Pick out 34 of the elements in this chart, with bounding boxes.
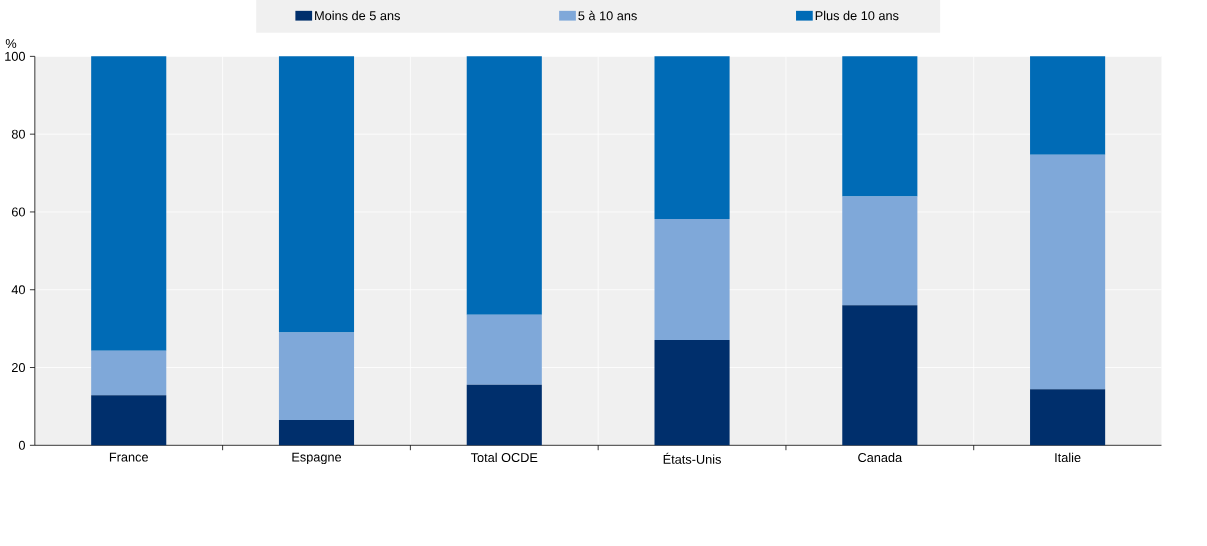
bar <box>466 56 542 315</box>
legend-label: Moins de 5 ans <box>315 10 400 20</box>
bar <box>1030 389 1106 446</box>
x-tick-label: Espagne <box>292 452 342 464</box>
bar <box>278 56 355 333</box>
y-tick-label: 100 <box>5 51 25 61</box>
legend-label: 5 à 10 ans <box>578 10 637 21</box>
legend-label: Plus de 10 ans <box>815 10 899 20</box>
y-tick-label: 80 <box>11 129 25 139</box>
bar <box>654 339 730 446</box>
bar <box>91 394 167 446</box>
y-tick-label: 20 <box>11 362 25 372</box>
bar <box>842 56 918 197</box>
x-tick-label: Total OCDE <box>470 452 538 462</box>
bar <box>842 305 918 446</box>
x-tick-label: Canada <box>858 452 903 462</box>
bar <box>1030 154 1106 390</box>
bar <box>842 196 918 306</box>
bar <box>278 419 355 446</box>
bar <box>91 56 167 351</box>
y-axis-title: % <box>5 38 17 48</box>
bar <box>654 218 730 340</box>
bar <box>1030 56 1106 155</box>
bar <box>466 384 542 446</box>
y-tick-label: 0 <box>18 440 25 450</box>
x-tick-label: France <box>109 452 148 462</box>
bar <box>466 314 542 385</box>
bar <box>278 332 355 420</box>
bar <box>91 350 167 395</box>
y-tick-label: 60 <box>11 207 25 217</box>
x-tick-label: États-Unis <box>663 452 721 464</box>
bar <box>654 56 730 219</box>
x-tick-label: Italie <box>1055 452 1081 462</box>
y-tick-label: 40 <box>11 285 25 295</box>
